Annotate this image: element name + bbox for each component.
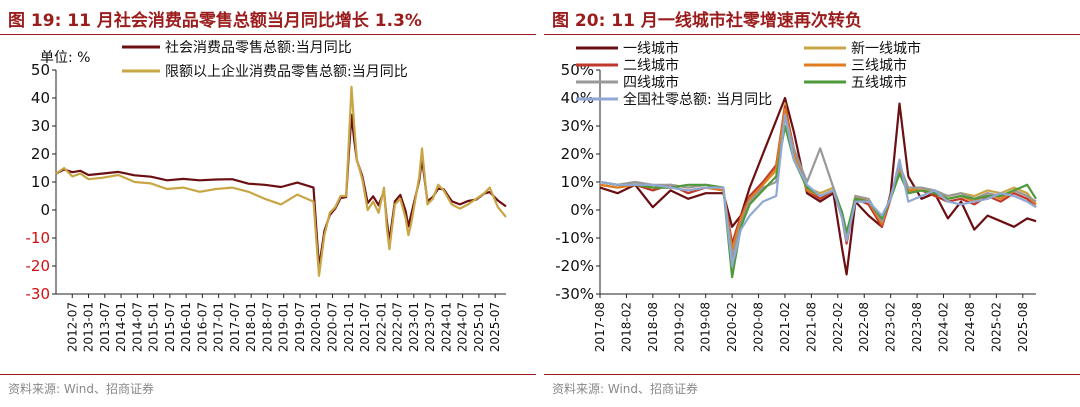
figure-19-panel: 图 19: 11 月社会消费品零售总额当月同比增长 1.3% 50 40 30 20 1… [0,0,536,407]
x-tick-label: 2019-08 [699,302,713,352]
legend-label: 五线城市 [851,74,907,91]
x-tick-label: 2021-08 [804,302,818,352]
legend-label: 全国社零总额: 当月同比 [623,91,772,108]
x-tick-label: 2025-08 [1016,302,1030,352]
x-tick-label: 2019-02 [672,302,686,352]
y-tick-label: -10% [555,229,594,247]
y-tick-label: -10 [26,229,51,247]
y-tick-label: -30 [26,285,51,303]
figure-20-title: 图 20: 11 月一线城市社零增速再次转负 [552,11,862,31]
x-tick-label: 2013-01 [82,302,96,352]
x-tick-label: 2022-01 [374,302,388,352]
x-tick-label: 2020-02 [725,302,739,352]
figure-20-source: 资料来源: Wind、招商证券 [552,382,699,396]
y-tick-label: -30% [555,285,594,303]
x-tick-label: 2019-01 [277,302,291,352]
y-tick-label: 0% [570,201,594,219]
x-tick-label: 2020-01 [309,302,323,352]
figure-20-chart: 50%40%30%20%10%0%-10%-20%-30%2017-082018… [555,40,1037,352]
figure-19-bottom-rule [0,374,536,375]
series-line-1 [55,113,507,269]
legend-label: 限额以上企业消费品零售总额:当月同比 [165,63,408,80]
y-tick-label: -20 [26,257,51,275]
figure-20-panel: 图 20: 11 月一线城市社零增速再次转负 50%40%30%20%10%0%… [544,0,1080,407]
x-tick-label: 2023-07 [423,302,437,352]
x-tick-label: 2017-07 [228,302,242,352]
x-tick-label: 2020-08 [752,302,766,352]
legend-label: 社会消费品零售总额:当月同比 [165,40,352,56]
legend-label: 三线城市 [851,57,907,74]
series-line-4 [599,108,1037,251]
x-tick-label: 2024-07 [456,302,470,352]
x-tick-label: 2017-01 [212,302,226,352]
legend-label: 二线城市 [623,57,679,74]
x-tick-label: 2013-07 [98,302,112,352]
x-tick-label: 2016-07 [195,302,209,352]
x-tick-label: 2019-07 [293,302,307,352]
x-tick-label: 2022-07 [391,302,405,352]
x-tick-label: 2024-08 [963,302,977,352]
series-line-1 [599,96,1037,276]
x-tick-label: 2018-07 [260,302,274,352]
x-tick-label: 2018-08 [646,302,660,352]
x-tick-label: 2022-08 [857,302,871,352]
legend-label: 新一线城市 [851,40,921,57]
legend-label: 四线城市 [623,74,679,91]
x-tick-label: 2014-01 [114,302,128,352]
x-tick-label: 2015-07 [163,302,177,352]
series-line-2 [55,85,507,277]
series-line-7 [599,113,1037,268]
y-tick-label: 40 [31,89,50,107]
x-tick-label: 2024-01 [439,302,453,352]
x-tick-label: 2018-02 [619,302,633,352]
figure-19-title: 图 19: 11 月社会消费品零售总额当月同比增长 1.3% [8,11,422,31]
unit-label: 单位: % [40,50,90,66]
x-tick-label: 2018-01 [244,302,258,352]
x-tick-label: 2025-07 [488,302,502,352]
y-tick-label: 30% [561,117,594,135]
figure-20-top-rule [544,34,1080,35]
x-tick-label: 2023-08 [910,302,924,352]
y-tick-label: 20 [31,145,50,163]
figure-19-chart: 50 40 30 20 10 0 -10 -20 -30 2012-07 2013-01 2013-0… [26,40,507,352]
x-tick-label: 2021-07 [358,302,372,352]
y-tick-label: 50 [31,61,50,79]
y-tick-label: 30 [31,117,50,135]
figure-19-source: 资料来源: Wind、招商证券 [8,382,155,396]
series-line-2 [599,102,1037,256]
figure-19-top-rule [0,34,536,35]
figure-20-bottom-rule [544,374,1080,375]
y-tick-label: 20% [561,145,594,163]
y-tick-label: 10 [31,173,50,191]
x-tick-label: 2022-02 [831,302,845,352]
x-tick-label: 2021-02 [778,302,792,352]
y-tick-label: -20% [555,257,594,275]
x-tick-label: 2014-07 [130,302,144,352]
x-tick-label: 2020-07 [326,302,340,352]
x-tick-label: 2017-08 [593,302,607,352]
legend-label: 一线城市 [623,40,679,57]
x-tick-label: 2012-07 [65,302,79,352]
y-tick-label: 0 [40,201,50,219]
x-tick-label: 2025-01 [472,302,486,352]
x-tick-label: 2023-02 [884,302,898,352]
x-tick-label: 2024-02 [937,302,951,352]
x-tick-label: 2016-01 [179,302,193,352]
x-tick-label: 2015-01 [147,302,161,352]
y-tick-label: 10% [561,173,594,191]
x-tick-label: 2023-01 [407,302,421,352]
x-tick-label: 2025-02 [989,302,1003,352]
x-tick-label: 2021-01 [342,302,356,352]
